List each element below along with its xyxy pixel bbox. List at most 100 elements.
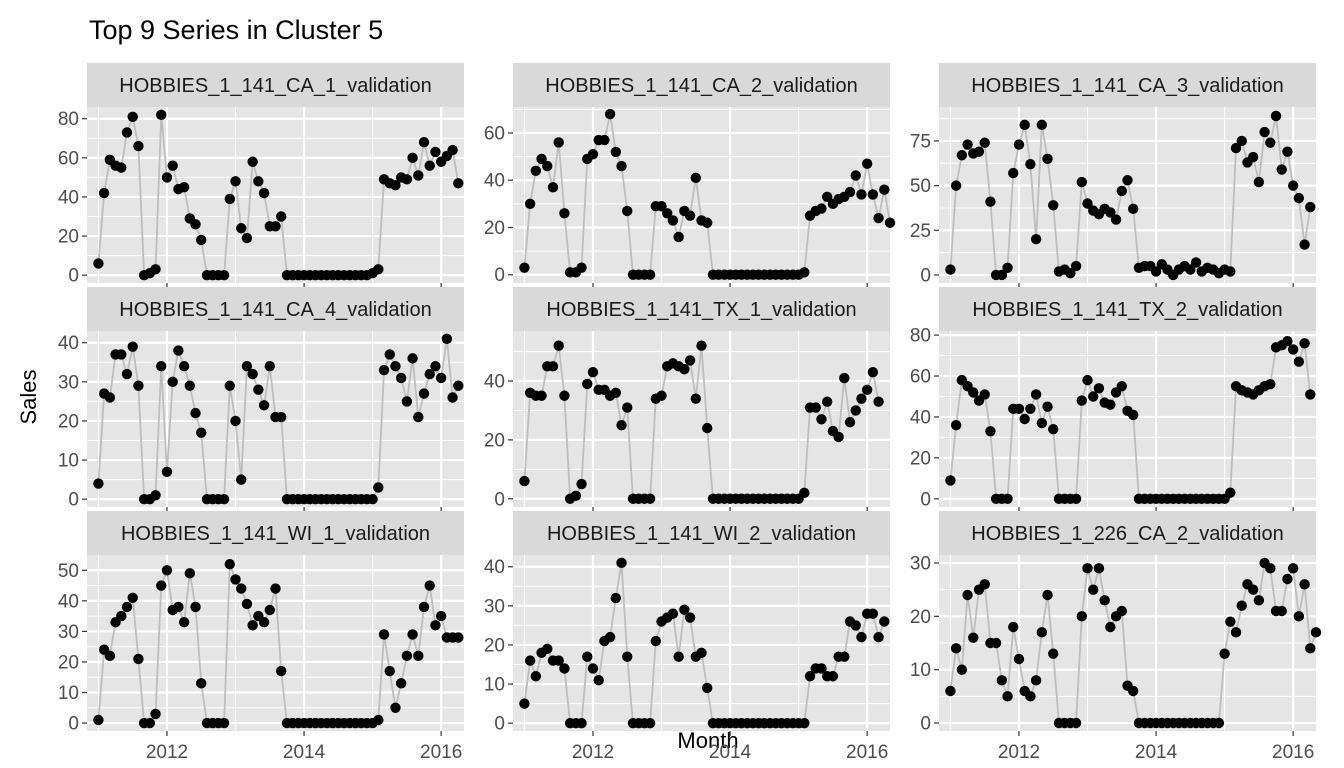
data-point	[985, 426, 996, 437]
data-point	[258, 187, 270, 199]
y-axis-label: Sales	[16, 369, 41, 424]
data-point	[121, 368, 133, 380]
data-point	[224, 380, 235, 391]
data-point	[524, 198, 536, 210]
data-point	[1048, 648, 1059, 659]
y-tick-label: 0	[494, 489, 505, 510]
x-tick-label: 2016	[846, 742, 888, 763]
data-point	[582, 378, 593, 390]
data-point	[684, 210, 696, 221]
data-point	[519, 475, 530, 487]
y-tick-label: 30	[484, 596, 505, 617]
data-point	[116, 162, 127, 173]
data-point	[861, 158, 873, 169]
data-point	[1287, 180, 1299, 191]
data-point	[167, 376, 178, 388]
y-tick-label: 30	[910, 554, 931, 575]
data-point	[1030, 389, 1042, 400]
x-tick-label: 2016	[420, 742, 462, 763]
data-point	[1002, 691, 1013, 702]
data-point	[1048, 424, 1059, 435]
y-tick-label: 20	[910, 448, 931, 469]
data-point	[1036, 627, 1048, 638]
data-point	[1105, 621, 1116, 633]
data-point	[373, 714, 384, 726]
data-point	[230, 176, 241, 187]
data-point	[253, 176, 264, 187]
data-point	[816, 414, 827, 425]
data-point	[1236, 600, 1247, 611]
data-point	[990, 637, 1002, 649]
data-point	[395, 678, 407, 689]
y-tick-label: 10	[58, 451, 79, 472]
data-point	[844, 186, 856, 198]
data-point	[1065, 267, 1076, 279]
data-point	[945, 264, 956, 275]
data-point	[1025, 691, 1036, 702]
data-point	[644, 269, 656, 280]
data-point	[1293, 356, 1305, 367]
data-point	[418, 601, 430, 613]
data-point	[1105, 207, 1116, 218]
y-tick-label: 60	[910, 367, 931, 388]
data-point	[127, 111, 138, 122]
data-point	[536, 153, 547, 165]
data-point	[1287, 344, 1299, 355]
data-point	[1128, 685, 1139, 697]
data-point	[378, 364, 390, 376]
panel-background	[513, 555, 890, 731]
y-tick-label: 25	[910, 221, 931, 242]
data-point	[247, 620, 258, 631]
data-point	[1076, 611, 1088, 622]
data-point	[1293, 192, 1305, 204]
y-tick-label: 30	[58, 372, 79, 393]
y-tick-label: 20	[484, 218, 505, 239]
data-point	[133, 380, 144, 391]
facet-panel: HOBBIES_1_141_TX_2_validation02040608020…	[910, 287, 1316, 539]
data-point	[1105, 399, 1116, 410]
data-point	[650, 635, 661, 647]
data-point	[839, 372, 850, 384]
data-point	[447, 392, 458, 403]
data-point	[258, 400, 270, 411]
data-point	[435, 610, 447, 622]
facet-label: HOBBIES_1_226_CA_2_validation	[971, 523, 1283, 545]
data-point	[979, 389, 990, 400]
data-point	[576, 717, 587, 729]
y-tick-label: 60	[58, 148, 79, 169]
data-point	[218, 493, 230, 505]
data-point	[1299, 338, 1310, 349]
panel-background	[939, 107, 1316, 283]
facet-strip	[513, 511, 890, 555]
y-tick-label: 0	[920, 265, 931, 286]
data-point	[622, 651, 633, 662]
data-point	[1259, 126, 1270, 138]
data-point	[530, 671, 542, 682]
data-point	[184, 380, 196, 391]
data-point	[547, 182, 559, 193]
data-point	[576, 262, 587, 273]
facet-panel: HOBBIES_1_226_CA_2_validation 0 10 20 30 2012…	[910, 511, 1322, 763]
data-point	[178, 181, 190, 193]
data-point	[133, 140, 144, 152]
facet-panels: HOBBIES_1_141_CA_1_validation 0 20 40 60 80 20…	[58, 63, 1322, 763]
data-point	[156, 580, 167, 591]
x-tick-label: 2014	[283, 742, 326, 763]
data-point	[430, 620, 441, 631]
data-point	[401, 396, 413, 407]
y-tick-label: 40	[484, 171, 505, 192]
data-point	[424, 160, 435, 171]
facet-label: HOBBIES_1_141_CA_4_validation	[119, 299, 431, 321]
data-point	[127, 341, 138, 352]
data-point	[127, 592, 138, 603]
data-point	[241, 361, 253, 372]
data-point	[1025, 158, 1036, 170]
data-point	[161, 565, 173, 576]
data-point	[373, 482, 384, 493]
data-point	[276, 411, 287, 423]
data-point	[133, 653, 144, 665]
data-point	[553, 137, 564, 148]
data-point	[1019, 413, 1030, 425]
data-point	[799, 487, 810, 499]
data-point	[821, 191, 833, 202]
